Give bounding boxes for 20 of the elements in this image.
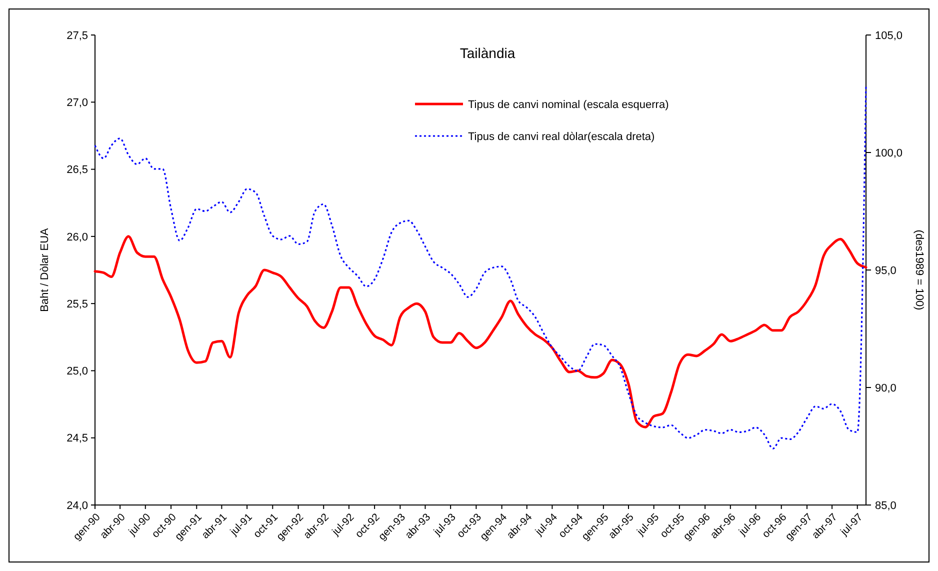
y2-tick-label: 95,0 [875,264,896,277]
y2-tick-label: 100,0 [875,147,903,160]
text: Tailàndia [460,45,516,61]
line-series [94,86,867,450]
y-tick-label: 26,0 [66,231,88,244]
y-tick-label: 24,5 [66,432,88,445]
y-tick-label: 26,5 [66,164,88,176]
y-tick-label: 27,5 [66,30,88,42]
y2-tick-label: 85,0 [875,500,896,512]
y-tick-label: 24,0 [66,500,88,512]
legend-label: Tipus de canvi nominal (escala esquerra) [468,98,669,111]
legend-label: Tipus de canvi real dòlar(escala dreta) [468,130,655,143]
y2-axis-title: (des1989 = 100) [913,230,925,310]
y2-tick-label: 105,0 [875,30,903,42]
y2-tick-label: 90,0 [875,382,896,394]
y-tick-label: 27,0 [66,96,88,109]
line-series [94,235,868,428]
y-axis-title: Baht / Dòlar EUA [39,227,51,312]
y-tick-label: 25,5 [66,298,88,310]
y-tick-label: 25,0 [66,366,88,378]
